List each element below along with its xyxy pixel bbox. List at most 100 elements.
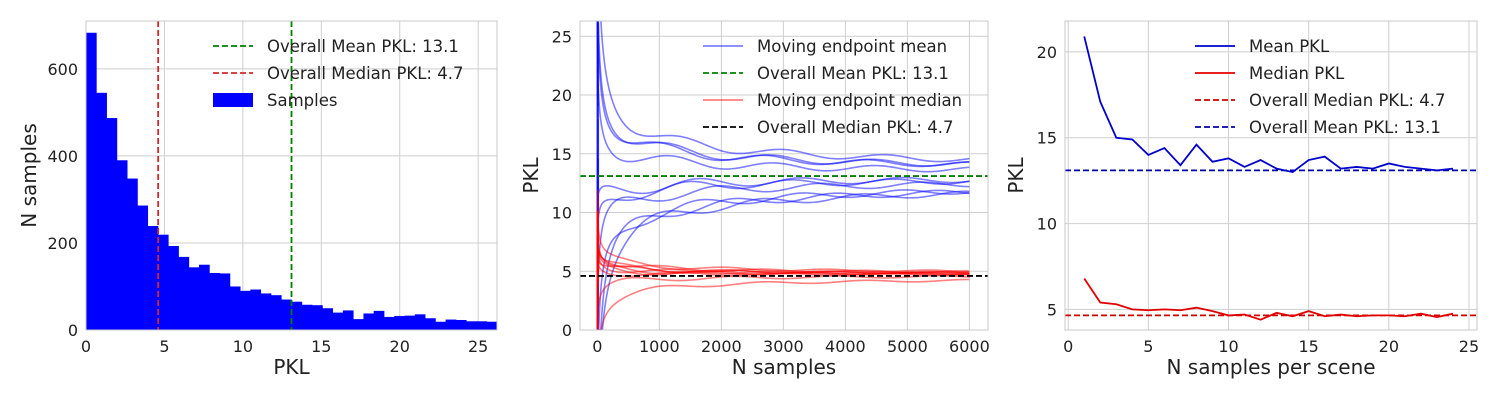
legend-item: Moving endpoint median [703, 91, 962, 110]
moving-mean-line [596, 189, 970, 330]
x-tick-label: 2000 [701, 337, 742, 356]
histogram-bar [240, 290, 251, 330]
histogram-bar [476, 321, 488, 330]
grid-lines [1065, 21, 1477, 330]
histogram-panel: 0 5 10 15 20 25 0 200 400 600 PKL N samples Overall … [17, 20, 498, 379]
plot-body [86, 21, 497, 330]
x-tick-label: 5 [159, 337, 169, 356]
moving-mean-group [596, 21, 970, 330]
histogram-bar [445, 319, 457, 330]
legend-item: Moving endpoint mean [703, 37, 947, 56]
x-tick-label: 1000 [639, 337, 680, 356]
histogram-bar [178, 256, 190, 330]
histogram-bar [157, 234, 169, 330]
x-tick-label: 10 [233, 337, 253, 356]
legend-item: Overall Median PKL: 4.7 [1195, 91, 1445, 110]
legend-label: Moving endpoint median [757, 91, 962, 110]
x-tick-label: 0 [1063, 337, 1073, 356]
histogram-bar [486, 321, 497, 330]
histogram-bar [188, 267, 200, 330]
histogram-bar [127, 178, 138, 330]
moving-mean-line [596, 21, 970, 167]
y-tick-label: 10 [552, 204, 572, 223]
legend: Overall Mean PKL: 13.1 Overall Median PKL… [213, 37, 463, 110]
plot-body [1065, 36, 1477, 321]
histogram-bar [281, 299, 292, 330]
x-tick-label: 3000 [763, 337, 804, 356]
histogram-bar [322, 308, 333, 330]
x-tick-label: 20 [390, 337, 410, 356]
histogram-bar [425, 318, 436, 330]
legend-item: Overall Mean PKL: 13.1 [213, 37, 459, 56]
legend-label: Median PKL [1249, 64, 1345, 83]
histogram-bar [147, 225, 159, 330]
moving-median-line [596, 211, 970, 330]
legend-label: Overall Median PKL: 4.7 [267, 64, 463, 83]
moving-endpoint-panel: 0 1000 2000 3000 4000 5000 6000 0 5 10 15 20 25 N sam… [519, 20, 990, 379]
x-tick-label: 6000 [949, 337, 990, 356]
histogram-bar [86, 32, 97, 330]
histogram-bar [106, 118, 118, 330]
histogram-bar [466, 321, 477, 330]
y-tick-label: 5 [1047, 300, 1057, 319]
x-tick-label: 15 [311, 337, 331, 356]
moving-mean-line [596, 190, 970, 330]
moving-median-line [596, 211, 970, 279]
legend-item: Median PKL [1195, 64, 1345, 83]
y-tick-label: 15 [552, 145, 572, 164]
histogram-bars [86, 32, 497, 330]
legend: Moving endpoint mean Overall Mean PKL: 13… [703, 37, 962, 137]
legend-label: Moving endpoint mean [757, 37, 947, 56]
histogram-bar [168, 246, 179, 330]
y-tick-label: 20 [552, 86, 572, 105]
x-tick-label: 25 [468, 337, 488, 356]
histogram-bar [199, 264, 210, 330]
x-tick-label: 5 [1143, 337, 1153, 356]
y-tick-label: 0 [562, 321, 572, 340]
histogram-bar [219, 273, 231, 330]
y-tick-label: 600 [47, 60, 78, 79]
moving-mean-line [596, 21, 970, 314]
x-tick-label: 25 [1459, 337, 1479, 356]
histogram-bar [291, 301, 303, 330]
histogram-bar [404, 315, 416, 330]
y-axis-label: PKL [1004, 156, 1028, 193]
moving-median-line [596, 278, 970, 330]
moving-mean-line [600, 21, 970, 163]
histogram-bar [332, 312, 344, 330]
x-axis-label: N samples per scene [1166, 355, 1375, 379]
x-axis-label: N samples [732, 355, 836, 379]
moving-mean-line [596, 158, 970, 330]
x-tick-label: 10 [1218, 337, 1238, 356]
histogram-bar [260, 293, 272, 330]
histogram-bar [137, 205, 149, 330]
moving-median-line [596, 211, 970, 286]
plot-body [580, 21, 988, 330]
y-tick-label: 5 [562, 262, 572, 281]
legend-item: Overall Median PKL: 4.7 [703, 118, 953, 137]
legend-label: Overall Median PKL: 4.7 [757, 118, 953, 137]
histogram-bar [342, 310, 354, 330]
moving-median-group [596, 189, 970, 330]
y-tick-label: 25 [552, 27, 572, 46]
x-tick-label: 5000 [887, 337, 928, 356]
legend: Mean PKL Median PKL Overall Median PKL: 4.… [1195, 37, 1445, 137]
legend-item: Overall Median PKL: 4.7 [213, 64, 463, 83]
y-axis-label: PKL [519, 156, 543, 193]
x-tick-label: 20 [1379, 337, 1399, 356]
plot-frame [1064, 20, 1478, 331]
plot-background [1065, 21, 1477, 330]
x-tick-label: 15 [1298, 337, 1318, 356]
x-tick-label: 4000 [825, 337, 866, 356]
histogram-bar [394, 316, 405, 330]
histogram-bar [209, 272, 220, 330]
x-tick-label: 0 [81, 337, 91, 356]
x-axis-label: PKL [273, 355, 310, 379]
moving-mean-line [596, 21, 970, 328]
legend-label: Overall Mean PKL: 13.1 [1249, 118, 1441, 137]
legend-label: Mean PKL [1249, 37, 1330, 56]
histogram-bar [312, 305, 323, 330]
plot-frame [579, 20, 989, 331]
